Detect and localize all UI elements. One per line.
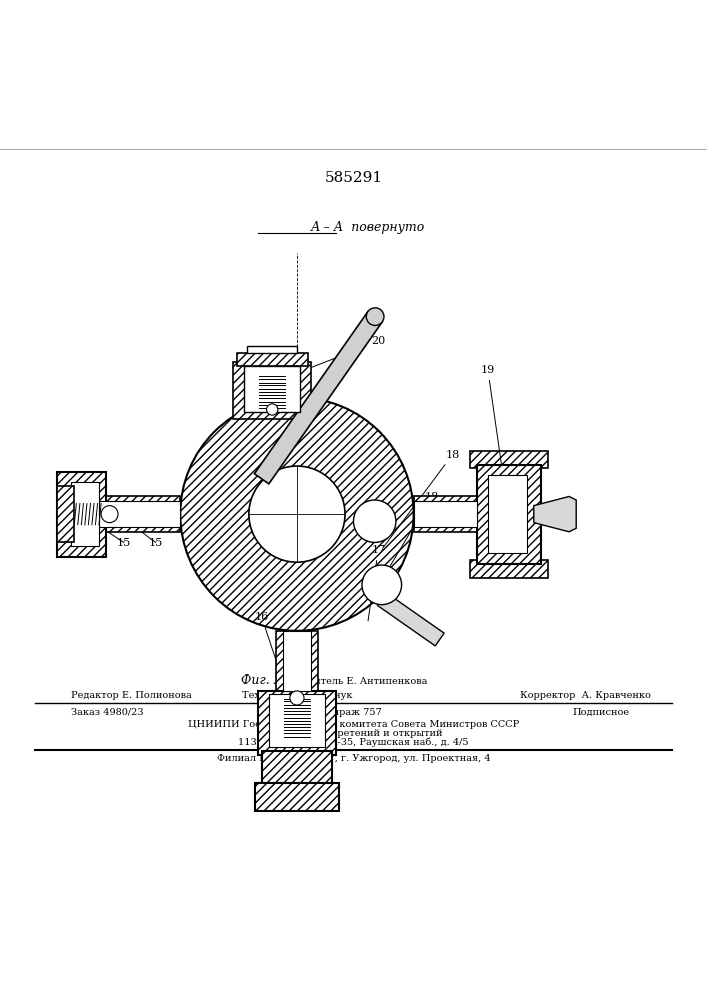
Text: 113035, Москва, Ж-35, Раушская наб., д. 4/5: 113035, Москва, Ж-35, Раушская наб., д. … (238, 738, 469, 747)
Circle shape (354, 500, 396, 542)
Circle shape (267, 404, 278, 415)
Bar (262, 751, 332, 786)
Bar (283, 631, 311, 691)
Text: 15: 15 (148, 538, 163, 548)
Text: Подписное: Подписное (573, 708, 629, 717)
Bar (247, 346, 297, 353)
Circle shape (180, 397, 414, 631)
Bar (470, 560, 548, 578)
Bar (269, 694, 325, 747)
Text: Тираж 757: Тираж 757 (326, 708, 381, 717)
Bar (414, 501, 477, 527)
Bar (244, 366, 300, 412)
Text: Редактор Е. Полионова: Редактор Е. Полионова (71, 691, 192, 700)
Text: 16: 16 (255, 612, 296, 720)
Text: 18: 18 (383, 450, 460, 547)
Text: Техред Н. Андрейчук: Техред Н. Андрейчук (242, 691, 352, 700)
Circle shape (366, 308, 384, 325)
Polygon shape (378, 593, 444, 646)
Bar (255, 783, 339, 811)
Circle shape (249, 466, 345, 562)
Text: Фиг. 2: Фиг. 2 (241, 674, 282, 687)
Bar (477, 465, 541, 564)
Circle shape (101, 506, 118, 523)
Text: Составитель Е. Антипенкова: Составитель Е. Антипенкова (279, 677, 428, 686)
Text: 15: 15 (117, 538, 131, 548)
Text: 585291: 585291 (325, 171, 382, 185)
Bar (85, 496, 180, 532)
Bar (57, 486, 74, 542)
Text: Заказ 4980/23: Заказ 4980/23 (71, 708, 144, 717)
Bar (237, 353, 308, 366)
Text: ЦНИИПИ Государственного комитета Совета Министров СССР: ЦНИИПИ Государственного комитета Совета … (188, 720, 519, 729)
Text: по делам изобретений и открытий: по делам изобретений и открытий (264, 729, 443, 738)
Text: А – А  повернуто: А – А повернуто (310, 221, 425, 234)
Polygon shape (255, 312, 382, 484)
Text: 20: 20 (282, 336, 385, 379)
Text: Корректор  А. Кравченко: Корректор А. Кравченко (520, 691, 650, 700)
Bar (99, 501, 180, 527)
Circle shape (290, 691, 304, 705)
Bar (258, 691, 336, 755)
Bar (488, 475, 527, 553)
Text: Филиал ППП "Патент", г. Ужгород, ул. Проектная, 4: Филиал ППП "Патент", г. Ужгород, ул. Про… (216, 754, 491, 763)
Text: 19: 19 (481, 365, 505, 490)
Bar (414, 496, 484, 532)
Bar (71, 482, 99, 546)
Bar (470, 451, 548, 468)
Text: 17: 17 (368, 545, 385, 621)
Text: 18: 18 (376, 492, 438, 590)
Bar (276, 631, 318, 694)
Bar (57, 472, 106, 557)
Circle shape (362, 565, 402, 605)
Bar (233, 362, 311, 419)
Polygon shape (534, 496, 576, 532)
